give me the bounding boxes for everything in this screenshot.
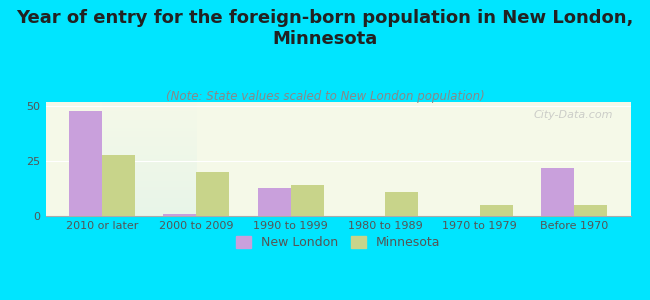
Bar <box>541 168 574 216</box>
Bar <box>291 185 324 216</box>
Bar <box>258 188 291 216</box>
Bar <box>480 205 513 216</box>
Bar <box>574 205 607 216</box>
Bar <box>385 192 418 216</box>
Bar <box>196 172 229 216</box>
Text: Year of entry for the foreign-born population in New London,
Minnesota: Year of entry for the foreign-born popul… <box>16 9 634 48</box>
Bar <box>163 214 196 216</box>
Legend: New London, Minnesota: New London, Minnesota <box>232 232 444 253</box>
Text: (Note: State values scaled to New London population): (Note: State values scaled to New London… <box>166 90 484 103</box>
Bar <box>69 111 102 216</box>
Bar <box>102 154 135 216</box>
Text: City-Data.com: City-Data.com <box>534 110 613 120</box>
